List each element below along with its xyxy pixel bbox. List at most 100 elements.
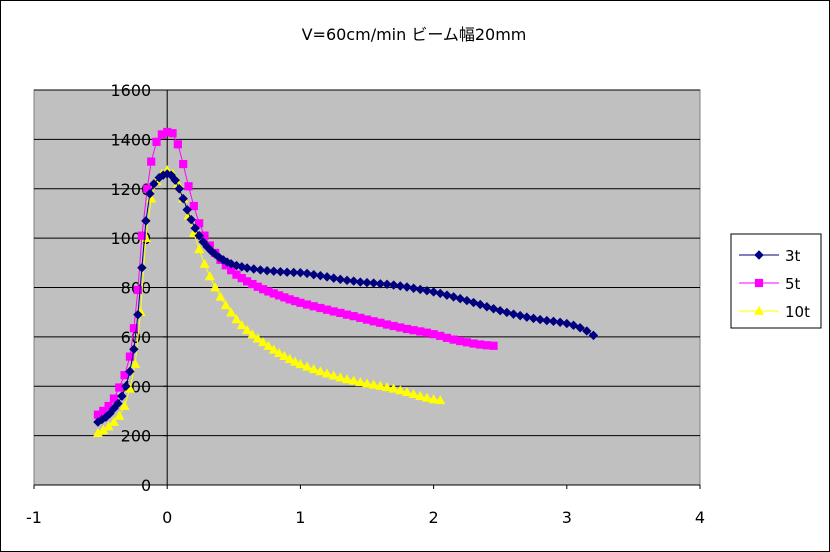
- data-point-10t: [381, 382, 393, 392]
- data-point-3t: [395, 281, 406, 291]
- data-point-3t: [137, 263, 147, 273]
- data-point-5t: [489, 341, 498, 350]
- legend-label: 5t: [785, 275, 801, 293]
- y-tick-label: 1200: [110, 180, 151, 199]
- legend-marker-3t: [754, 250, 764, 260]
- data-point-10t: [341, 374, 353, 384]
- data-point-10t: [268, 344, 279, 354]
- data-point-10t: [295, 359, 306, 369]
- data-point-3t: [322, 272, 332, 282]
- data-point-3t: [555, 317, 565, 328]
- data-point-3t: [342, 275, 352, 286]
- data-point-5t: [195, 219, 204, 228]
- data-point-3t: [309, 269, 319, 280]
- x-tick-label: 3: [562, 508, 572, 527]
- data-point-5t: [109, 394, 119, 403]
- data-point-3t: [415, 284, 425, 295]
- data-point-3t: [335, 274, 346, 285]
- legend-marker-5t: [754, 278, 764, 288]
- data-point-10t: [279, 350, 290, 360]
- data-point-5t: [362, 315, 372, 324]
- data-point-3t: [535, 314, 545, 325]
- y-tick-label: 200: [121, 427, 152, 446]
- data-point-10t: [210, 282, 221, 292]
- data-point-3t: [255, 265, 266, 275]
- data-point-3t: [182, 205, 192, 215]
- data-point-10t: [302, 361, 313, 371]
- data-point-5t: [342, 310, 352, 319]
- data-point-3t: [528, 313, 539, 324]
- plot-area: [33, 89, 701, 486]
- data-point-3t: [249, 264, 259, 274]
- data-point-10t: [421, 392, 432, 402]
- data-point-5t: [173, 140, 182, 149]
- data-point-10t: [321, 368, 333, 378]
- data-point-5t: [429, 330, 438, 339]
- data-point-3t: [575, 323, 585, 333]
- data-point-3t: [133, 309, 143, 320]
- data-point-3t: [562, 318, 572, 329]
- series-5t: [93, 127, 498, 419]
- data-point-3t: [295, 267, 306, 278]
- data-point-5t: [296, 298, 305, 307]
- y-tick-label: 600: [121, 328, 152, 347]
- data-point-3t: [121, 381, 131, 391]
- data-point-3t: [542, 315, 552, 326]
- data-point-5t: [115, 383, 124, 392]
- data-point-3t: [382, 279, 392, 289]
- y-tick-label: 1600: [110, 81, 151, 100]
- data-point-10t: [108, 416, 119, 426]
- data-point-3t: [402, 282, 412, 292]
- data-point-3t: [495, 305, 505, 316]
- data-point-5t: [442, 333, 452, 342]
- legend-item-5t: 5t: [739, 275, 801, 293]
- data-point-10t: [220, 300, 231, 310]
- data-point-3t: [422, 286, 432, 296]
- data-point-3t: [190, 223, 200, 233]
- data-point-5t: [189, 201, 198, 211]
- data-point-5t: [476, 340, 485, 349]
- x-tick-label: 2: [429, 508, 439, 527]
- data-point-5t: [302, 300, 312, 309]
- data-point-3t: [145, 188, 155, 199]
- data-point-3t: [408, 283, 419, 293]
- data-point-5t: [422, 328, 432, 337]
- data-point-5t: [137, 231, 146, 240]
- data-point-5t: [402, 324, 412, 334]
- data-point-5t: [389, 321, 398, 331]
- data-point-10t: [274, 347, 285, 358]
- data-point-10t: [395, 385, 406, 395]
- series-10t: [92, 165, 446, 438]
- data-point-10t: [375, 380, 386, 390]
- data-point-10t: [194, 244, 205, 254]
- data-point-5t: [329, 307, 338, 316]
- data-point-10t: [284, 353, 295, 363]
- data-point-3t: [355, 277, 366, 287]
- data-point-3t: [362, 277, 372, 288]
- data-point-3t: [515, 310, 525, 321]
- data-point-3t: [117, 391, 127, 401]
- data-point-3t: [166, 170, 176, 180]
- data-point-10t: [130, 358, 141, 368]
- data-point-3t: [582, 326, 592, 336]
- data-point-5t: [129, 324, 139, 333]
- data-point-3t: [475, 299, 485, 310]
- data-point-10t: [355, 377, 366, 387]
- data-point-10t: [199, 258, 210, 268]
- chart-title: V=60cm/min ビーム幅20mm: [302, 25, 527, 44]
- data-point-3t: [125, 366, 135, 377]
- data-point-10t: [290, 356, 301, 366]
- data-point-3t: [328, 273, 339, 283]
- data-point-3t: [178, 193, 188, 204]
- data-point-10t: [428, 394, 439, 404]
- legend-item-10t: 10t: [739, 303, 810, 321]
- data-point-10t: [415, 390, 426, 400]
- data-point-5t: [168, 129, 177, 138]
- legend-label: 10t: [785, 303, 810, 321]
- data-point-3t: [302, 268, 312, 279]
- data-point-3t: [368, 278, 379, 288]
- data-point-10t: [408, 388, 419, 399]
- data-point-5t: [469, 339, 478, 348]
